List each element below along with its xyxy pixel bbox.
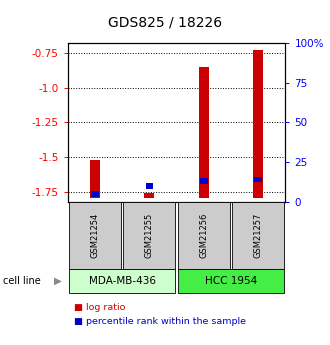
- Text: MDA-MB-436: MDA-MB-436: [88, 276, 156, 286]
- Bar: [90, 160, 100, 198]
- Bar: [254, 177, 262, 183]
- Bar: [146, 183, 153, 189]
- Text: ■ log ratio: ■ log ratio: [74, 303, 126, 312]
- Text: GDS825 / 18226: GDS825 / 18226: [108, 16, 222, 30]
- Bar: [253, 50, 263, 198]
- Bar: [91, 191, 99, 197]
- Text: GSM21257: GSM21257: [254, 213, 263, 258]
- Bar: [145, 194, 154, 198]
- Text: ■ percentile rank within the sample: ■ percentile rank within the sample: [74, 317, 246, 326]
- Text: HCC 1954: HCC 1954: [205, 276, 257, 286]
- Text: GSM21256: GSM21256: [199, 213, 208, 258]
- Text: ▶: ▶: [54, 276, 62, 286]
- Text: GSM21255: GSM21255: [145, 213, 154, 258]
- Bar: [199, 68, 209, 198]
- Text: cell line: cell line: [3, 276, 41, 286]
- Text: GSM21254: GSM21254: [90, 213, 99, 258]
- Bar: [200, 178, 208, 184]
